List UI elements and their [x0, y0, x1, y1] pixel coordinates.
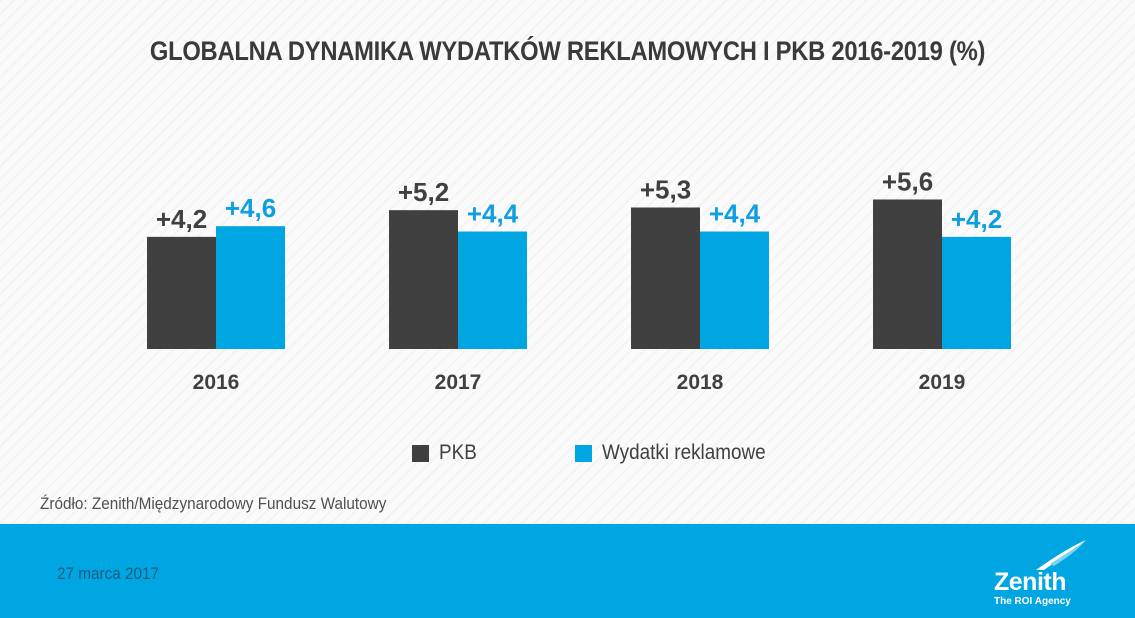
bar-pkb-2018: [631, 207, 700, 349]
bar-pkb-2017: [389, 210, 458, 349]
legend-swatch-wydatki: [575, 444, 592, 462]
x-tick-label-2019: 2019: [919, 371, 966, 394]
x-tick-label-2017: 2017: [435, 371, 482, 394]
bar-chart: +4,2 +4,6 2016 +5,2 +4,4 2017 +5,3 +4,4 2018 +5,6…: [147, 166, 1011, 394]
zenith-logo: Zenith The ROI Agency: [988, 534, 1098, 614]
legend-item-pkb: PKB: [412, 440, 481, 466]
source-note: Źródło: Zenith/Międzynarodowy Fundusz Wa…: [40, 494, 387, 513]
data-label-pkb-2017: +5,2: [398, 177, 449, 207]
data-label-pkb-2019: +5,6: [882, 166, 933, 196]
bar-pkb-2016: [147, 236, 216, 349]
footer-date: 27 marca 2017: [57, 564, 160, 583]
x-tick-label-2016: 2016: [193, 371, 240, 394]
data-label-wydatki-reklamowe-2018: +4,4: [709, 199, 761, 229]
chart-title: GLOBALNA DYNAMIKA WYDATKÓW REKLAMOWYCH I…: [149, 36, 986, 66]
bar-wydatki-reklamowe-2018: [700, 231, 769, 349]
legend-label-wydatki: Wydatki reklamowe: [602, 441, 766, 464]
logo-tagline: The ROI Agency: [994, 596, 1071, 607]
bar-wydatki-reklamowe-2017: [458, 231, 527, 349]
legend-swatch-pkb: [412, 444, 429, 462]
logo-brand-name: Zenith: [994, 568, 1067, 596]
data-label-wydatki-reklamowe-2019: +4,2: [951, 204, 1002, 234]
footer-bar: 27 marca 2017 Zenith The ROI Agency: [0, 524, 1135, 618]
swoosh-icon: [1036, 540, 1086, 570]
data-label-wydatki-reklamowe-2017: +4,4: [467, 199, 519, 229]
data-label-pkb-2016: +4,2: [156, 204, 207, 234]
legend-label-pkb: PKB: [439, 441, 477, 464]
x-tick-label-2018: 2018: [677, 371, 724, 394]
data-label-wydatki-reklamowe-2016: +4,6: [225, 193, 276, 223]
legend-item-wydatki: Wydatki reklamowe: [575, 440, 784, 466]
bar-pkb-2019: [873, 199, 942, 349]
bar-wydatki-reklamowe-2016: [216, 226, 285, 349]
bar-wydatki-reklamowe-2019: [942, 236, 1011, 349]
data-label-pkb-2018: +5,3: [640, 174, 691, 204]
